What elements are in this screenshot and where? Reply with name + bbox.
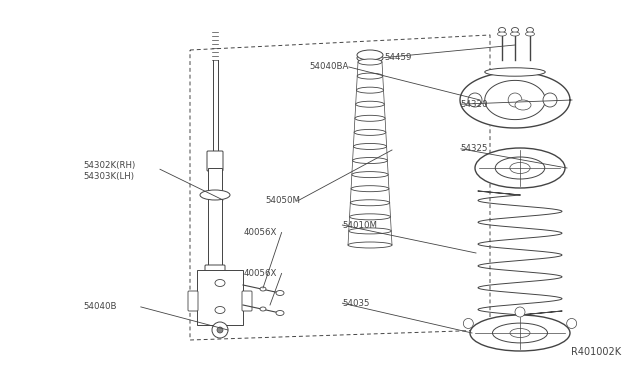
Ellipse shape (354, 129, 386, 135)
Ellipse shape (470, 315, 570, 351)
Circle shape (212, 322, 228, 338)
Text: 54325: 54325 (461, 144, 488, 153)
Text: 54050M: 54050M (266, 196, 301, 205)
Circle shape (543, 93, 557, 107)
Ellipse shape (357, 50, 383, 60)
Ellipse shape (351, 186, 389, 192)
FancyBboxPatch shape (207, 151, 223, 171)
Polygon shape (460, 72, 570, 128)
Ellipse shape (515, 100, 531, 110)
Text: 54459: 54459 (384, 53, 412, 62)
Ellipse shape (353, 157, 387, 164)
Circle shape (515, 307, 525, 317)
Ellipse shape (527, 28, 534, 32)
Ellipse shape (510, 163, 530, 173)
Ellipse shape (510, 328, 530, 337)
FancyBboxPatch shape (188, 291, 198, 311)
Ellipse shape (349, 228, 391, 234)
Text: 54035: 54035 (342, 299, 370, 308)
Text: 54320: 54320 (461, 100, 488, 109)
Text: 54040BA: 54040BA (309, 62, 349, 71)
FancyBboxPatch shape (242, 291, 252, 311)
Ellipse shape (356, 87, 383, 93)
Ellipse shape (511, 28, 518, 32)
Ellipse shape (348, 242, 392, 248)
Ellipse shape (497, 32, 506, 36)
Ellipse shape (499, 28, 506, 32)
Ellipse shape (484, 68, 545, 76)
Ellipse shape (356, 101, 384, 107)
Circle shape (566, 318, 577, 328)
Circle shape (463, 318, 474, 328)
Text: 40056X: 40056X (243, 269, 276, 278)
Text: 54040B: 54040B (83, 302, 116, 311)
Ellipse shape (355, 115, 385, 121)
Circle shape (468, 93, 482, 107)
Ellipse shape (508, 93, 522, 107)
Bar (197, 270, 243, 325)
Circle shape (217, 327, 223, 333)
Ellipse shape (276, 311, 284, 315)
FancyBboxPatch shape (205, 265, 225, 279)
Ellipse shape (260, 287, 266, 291)
Ellipse shape (475, 148, 565, 188)
Ellipse shape (349, 214, 390, 220)
Ellipse shape (215, 279, 225, 286)
Ellipse shape (493, 323, 547, 343)
Ellipse shape (525, 32, 534, 36)
Text: 54010M: 54010M (342, 221, 378, 230)
Text: R401002K: R401002K (571, 347, 621, 357)
Ellipse shape (215, 307, 225, 314)
Ellipse shape (358, 59, 382, 65)
Ellipse shape (352, 171, 388, 177)
Ellipse shape (353, 144, 387, 150)
Ellipse shape (495, 157, 545, 179)
Ellipse shape (357, 73, 383, 79)
Text: 54302K(RH): 54302K(RH) (83, 161, 136, 170)
Ellipse shape (357, 53, 383, 63)
Ellipse shape (276, 291, 284, 295)
Ellipse shape (350, 200, 390, 206)
Text: 54303K(LH): 54303K(LH) (83, 172, 134, 181)
Ellipse shape (260, 307, 266, 311)
Ellipse shape (200, 190, 230, 200)
Bar (208, 168, 222, 270)
Text: 40056X: 40056X (243, 228, 276, 237)
Ellipse shape (511, 32, 520, 36)
Polygon shape (484, 80, 545, 119)
